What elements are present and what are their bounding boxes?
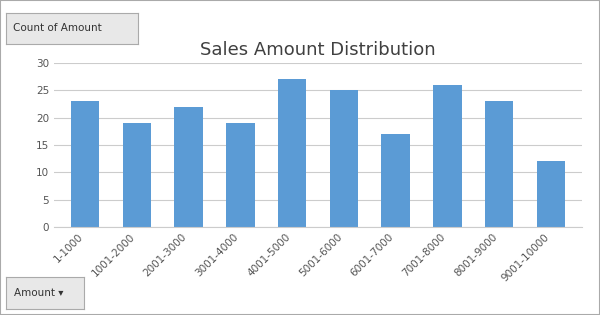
Bar [71,101,99,227]
Bar [226,123,254,227]
Bar [329,90,358,227]
Text: Count of Amount: Count of Amount [13,23,101,33]
Bar [433,85,461,227]
Text: Amount ▾: Amount ▾ [14,288,64,298]
Bar [382,134,410,227]
Bar [122,123,151,227]
Bar [485,101,514,227]
Bar [537,161,565,227]
Bar [175,107,203,227]
Bar [278,79,307,227]
Title: Sales Amount Distribution: Sales Amount Distribution [200,41,436,59]
